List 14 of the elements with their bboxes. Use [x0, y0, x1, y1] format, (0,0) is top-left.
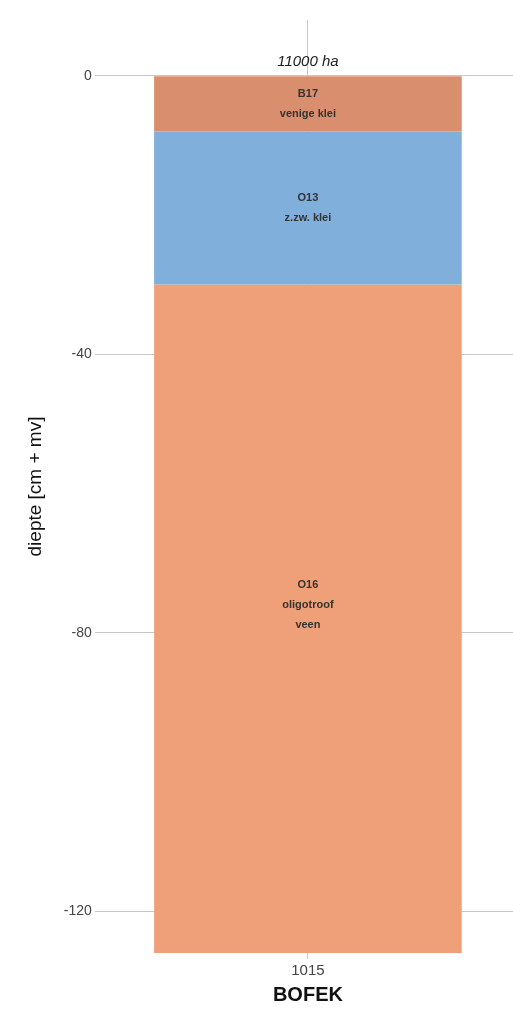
y-tick-label: 0: [84, 66, 93, 83]
x-tick-label: 1015: [291, 961, 325, 979]
y-tick-label: -120: [63, 902, 93, 919]
annotation: B17 venige klei: [279, 86, 337, 119]
y-axis-title: diepte [cm + mv]: [23, 416, 45, 557]
x-axis-title: BOFEK: [272, 982, 344, 1005]
annotation: O13 z.zw. klei: [284, 191, 332, 224]
y-tick-label: -40: [71, 345, 93, 362]
annotation: 11000 ha: [277, 51, 339, 69]
bar: [154, 76, 462, 132]
annotation: O16 oligotroof veen: [282, 578, 334, 631]
bar: [154, 284, 462, 953]
y-tick-label: -80: [71, 623, 93, 640]
bar: [154, 131, 462, 285]
